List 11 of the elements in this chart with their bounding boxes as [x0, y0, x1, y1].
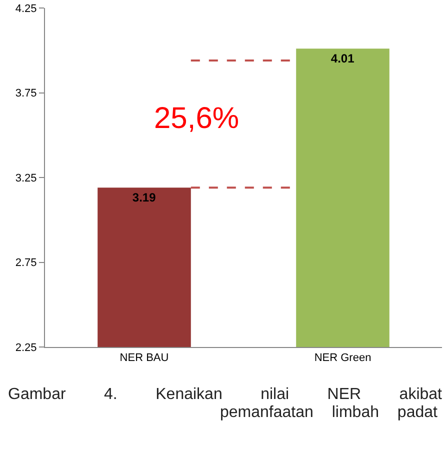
- y-tick-label: 2.25: [15, 342, 37, 354]
- annotation: 25,6%: [154, 102, 240, 135]
- y-tick-label: 3.75: [15, 88, 37, 100]
- y-tick-label: 2.75: [15, 257, 37, 270]
- y-tick-label: 3.25: [15, 172, 37, 184]
- data-label: 3.19: [132, 190, 156, 205]
- x-tick-label: NER Green: [314, 352, 372, 364]
- y-tick-label: 4.25: [15, 2, 37, 15]
- data-label: 4.01: [330, 52, 355, 66]
- x-tick-label: NER BAU: [120, 352, 169, 364]
- text: Gambar 4. Kenaikan nilai NER akibat pemanfaatan limbah padat: [8, 386, 442, 422]
